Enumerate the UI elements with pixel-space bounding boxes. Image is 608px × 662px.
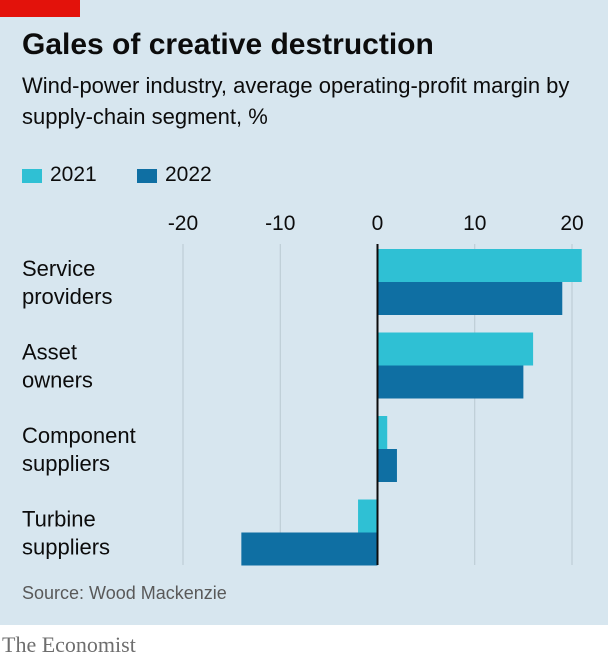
- legend-label-2022: 2022: [165, 163, 212, 186]
- category-label-line: suppliers: [22, 535, 110, 560]
- x-tick-label: 10: [463, 212, 486, 235]
- bar-2021: [377, 332, 534, 366]
- bar-2021: [377, 249, 582, 282]
- source-note: Source: Wood Mackenzie: [22, 583, 227, 603]
- chart-panel: Gales of creative destruction Wind-power…: [0, 0, 608, 625]
- category-label-line: Service: [22, 256, 95, 281]
- bar-2022: [241, 532, 378, 566]
- x-tick-label: 20: [560, 212, 583, 235]
- brand-wordmark: The Economist: [2, 632, 136, 657]
- category-label: Turbine suppliers: [22, 507, 110, 560]
- category-label: Service providers: [22, 256, 112, 309]
- chart-subtitle: Wind-power industry, average operating-p…: [22, 73, 570, 129]
- x-tick-label: -10: [265, 212, 295, 235]
- legend-swatch-2022: [137, 169, 157, 183]
- category-label-line: suppliers: [22, 451, 110, 476]
- bar-2022: [377, 282, 563, 315]
- brand-red-tag: [0, 0, 80, 17]
- category-label-line: providers: [22, 284, 112, 309]
- chart-title: Gales of creative destruction: [22, 28, 434, 61]
- category-label: Component suppliers: [22, 423, 136, 476]
- category-label-line: Component: [22, 423, 136, 448]
- bar-2022: [377, 449, 397, 482]
- category-label-line: Turbine: [22, 507, 96, 532]
- category-label-line: Asset: [22, 340, 77, 365]
- bar-2021: [358, 499, 378, 533]
- x-tick-label: 0: [372, 212, 384, 235]
- category-label: Asset owners: [22, 340, 93, 393]
- legend-label-2021: 2021: [50, 163, 97, 186]
- legend-swatch-2021: [22, 169, 42, 183]
- bar-2021: [377, 416, 388, 449]
- category-label-line: owners: [22, 368, 93, 393]
- bar-chart: -20 -10 0 10 20 Service providers Asset owners Co…: [22, 212, 584, 566]
- bar-2022: [377, 365, 524, 399]
- x-tick-label: -20: [168, 212, 198, 235]
